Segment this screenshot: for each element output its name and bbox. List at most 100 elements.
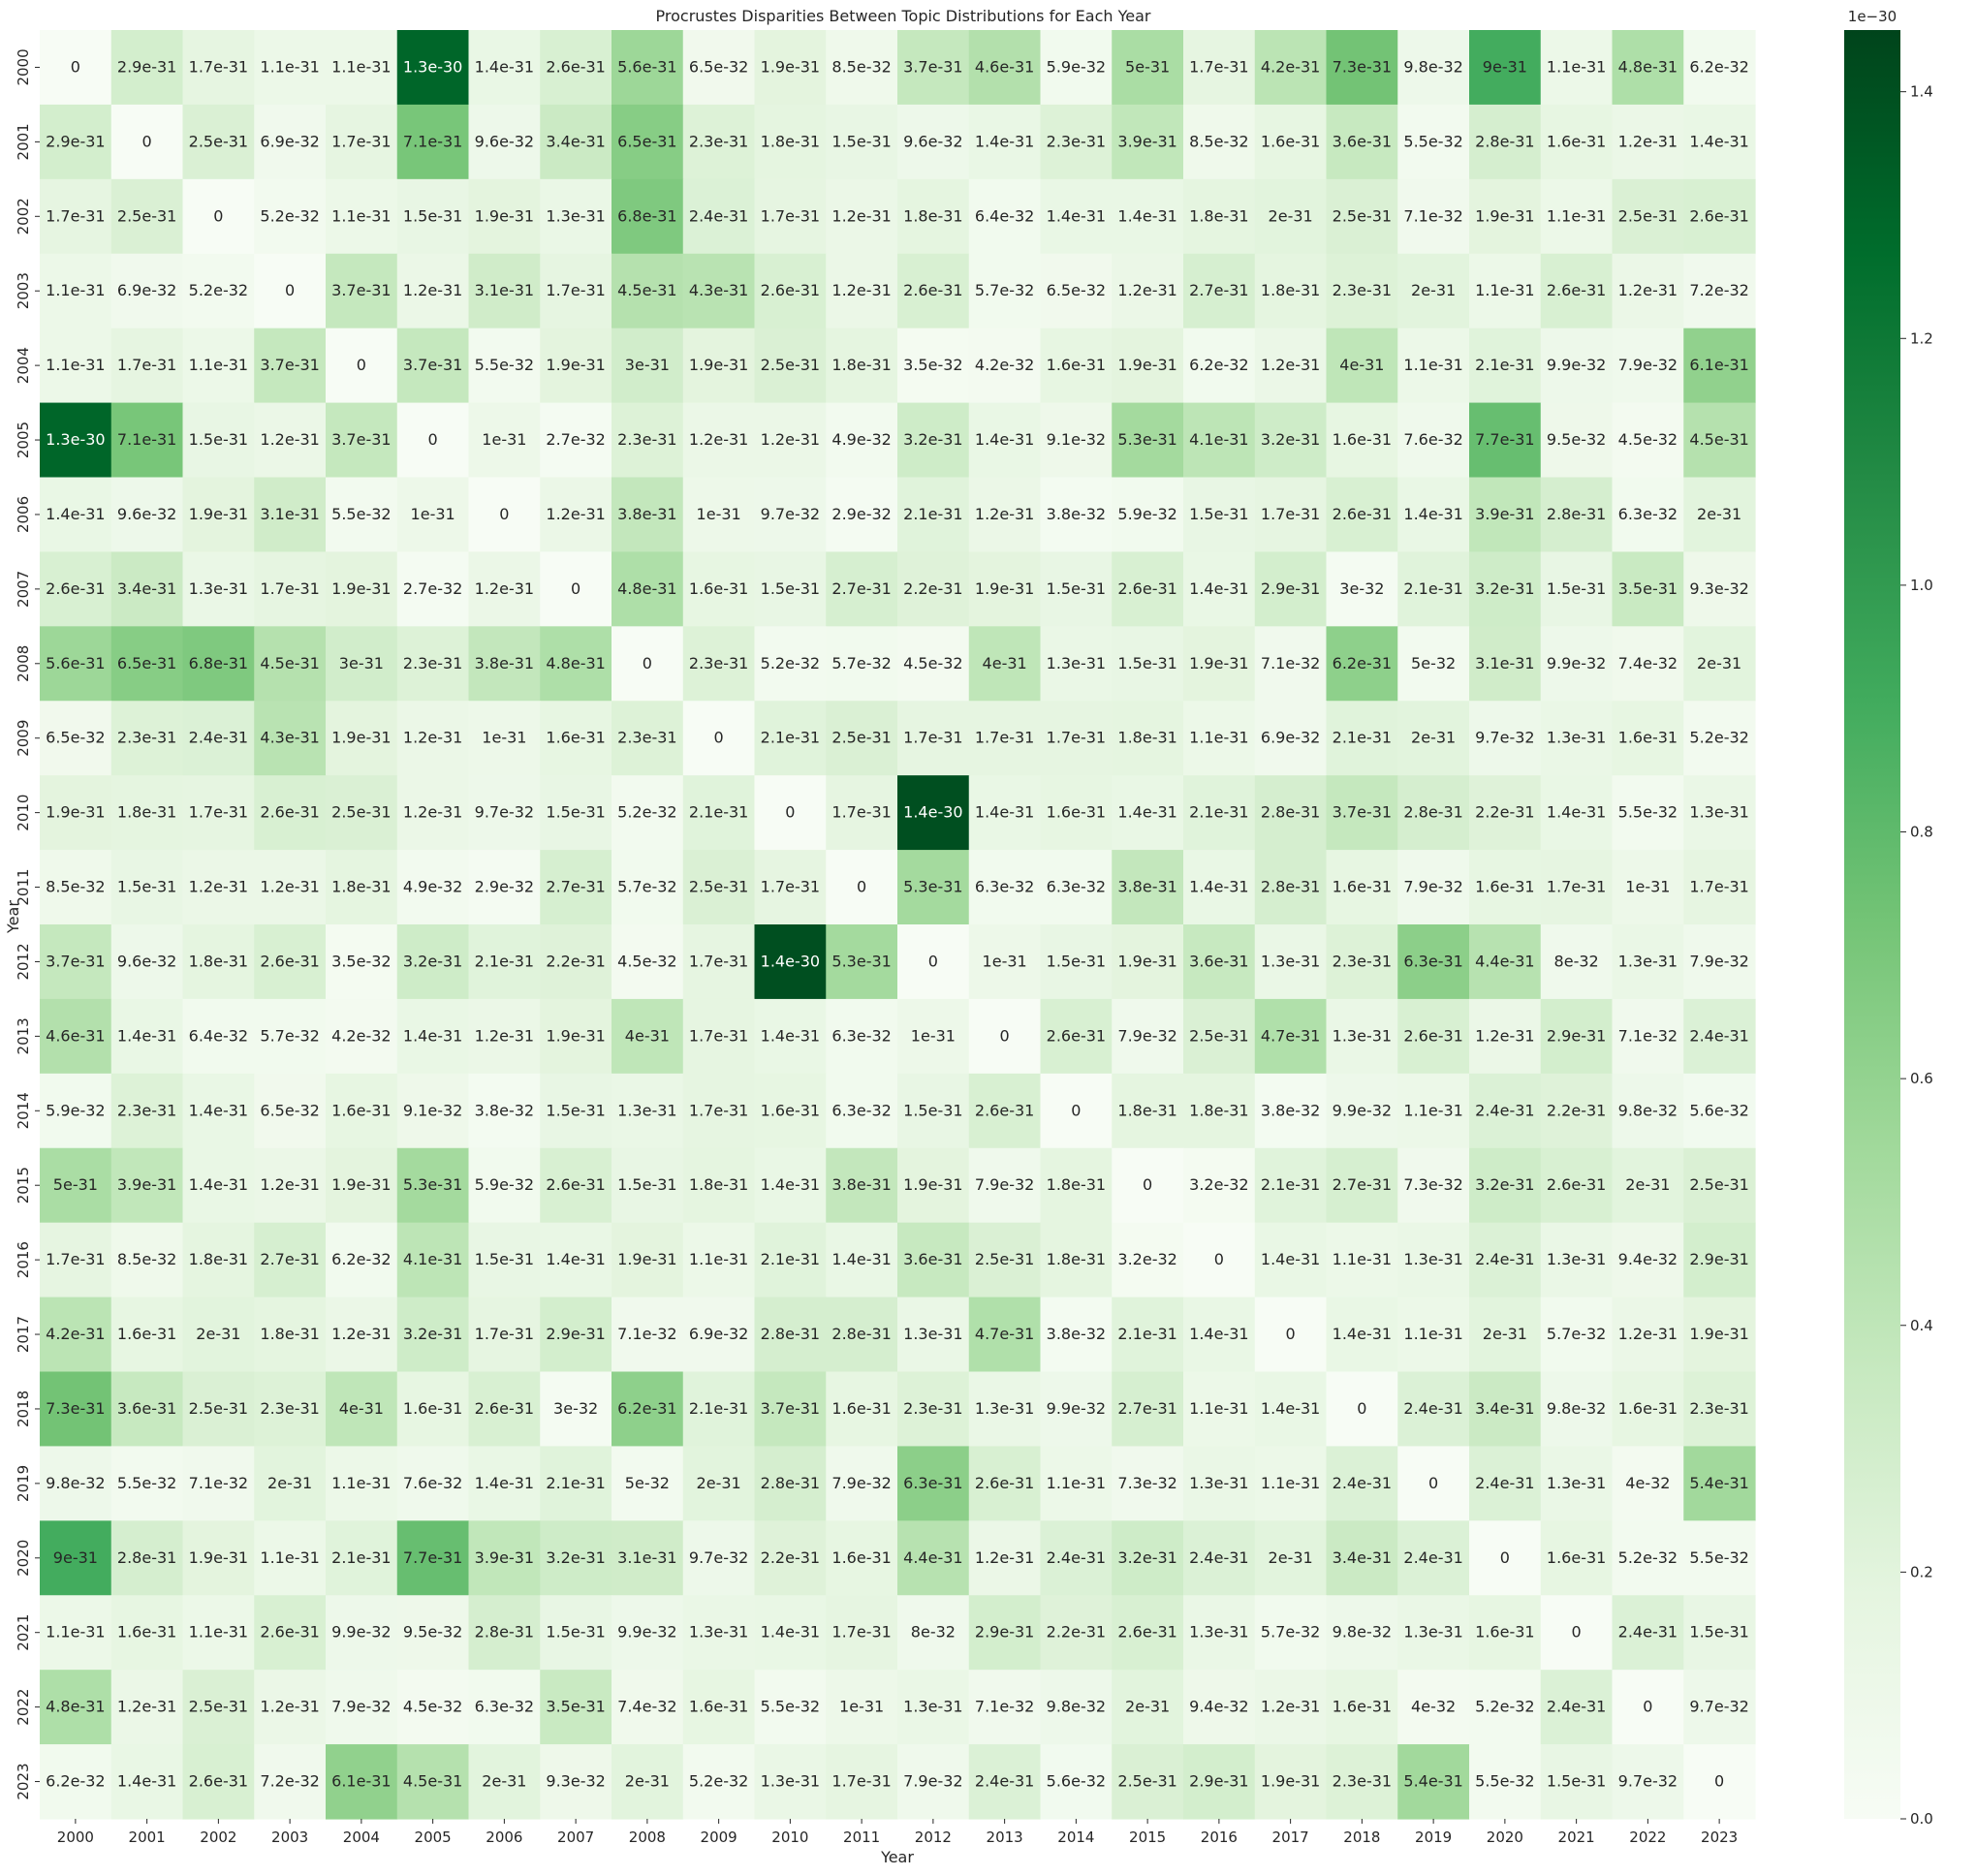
heatmap-cell-label: 7.1e-32 — [975, 1698, 1034, 1716]
heatmap-cell — [1469, 701, 1542, 776]
heatmap-cell-label: 2.3e-31 — [617, 729, 676, 747]
heatmap-cell — [182, 328, 255, 404]
heatmap-cell — [254, 1073, 327, 1149]
heatmap-cell — [1112, 402, 1184, 479]
heatmap-cell — [110, 998, 184, 1075]
heatmap-cell — [1254, 551, 1328, 627]
heatmap-cell-label: 2.2e-31 — [1047, 1623, 1106, 1642]
heatmap-cell-label: 2.8e-31 — [117, 1548, 176, 1567]
heatmap-cell — [110, 328, 184, 404]
heatmap-cell-label: 3.4e-31 — [546, 132, 605, 150]
heatmap-cell-label: 4e-31 — [625, 1026, 670, 1045]
heatmap-cell-label: 5e-32 — [1411, 654, 1456, 672]
heatmap-cell-label: 8.5e-32 — [117, 1250, 176, 1268]
heatmap-cell-label: 3.2e-31 — [403, 1325, 462, 1343]
heatmap-cell-label: 1.9e-31 — [617, 1250, 676, 1268]
heatmap-cell — [826, 328, 898, 404]
heatmap-cell-label: 1.6e-31 — [1333, 878, 1392, 896]
heatmap-cell — [110, 1147, 184, 1224]
heatmap-cell — [1612, 1147, 1684, 1224]
heatmap-cell — [326, 551, 398, 627]
heatmap-cell-label: 5.5e-32 — [117, 1474, 176, 1492]
heatmap-cell-label: 2.4e-31 — [1403, 1399, 1462, 1418]
heatmap-cell — [1254, 998, 1328, 1075]
heatmap-cell — [1254, 1446, 1328, 1521]
colorbar — [1844, 30, 1900, 1819]
heatmap-cell-label: 3.2e-32 — [1189, 1175, 1248, 1194]
heatmap-cell-label: 2.6e-31 — [1117, 1623, 1176, 1642]
heatmap-cell — [1254, 178, 1328, 255]
heatmap-cell-label: 2.2e-31 — [903, 579, 962, 598]
heatmap-cell — [897, 850, 970, 925]
heatmap-cell-label: 2.3e-31 — [1047, 132, 1106, 150]
heatmap-cell — [1326, 551, 1398, 627]
heatmap-cell — [897, 1520, 970, 1596]
heatmap-cell — [254, 1744, 327, 1820]
heatmap-cell — [1469, 30, 1542, 106]
heatmap-cell — [1112, 1222, 1184, 1298]
heatmap-cell — [540, 850, 612, 925]
heatmap-cell — [1112, 998, 1184, 1075]
heatmap-cell-label: 1.2e-31 — [1261, 356, 1320, 374]
heatmap-cell — [1040, 998, 1113, 1075]
heatmap-cell — [326, 104, 398, 180]
heatmap-cell-label: 1e-31 — [983, 952, 1027, 970]
heatmap-cell — [1397, 924, 1470, 1000]
heatmap-cell — [1397, 178, 1470, 255]
heatmap-cell — [396, 1371, 470, 1448]
heatmap-cell-label: 1.4e-31 — [975, 132, 1034, 150]
y-tick-label: 2009 — [15, 720, 32, 757]
heatmap-cell — [1612, 1446, 1684, 1521]
heatmap-cell — [396, 775, 470, 851]
heatmap-cell — [826, 253, 898, 329]
heatmap-cell — [1183, 328, 1256, 404]
heatmap-cell-label: 3.4e-31 — [1333, 1548, 1392, 1567]
heatmap-cell — [612, 924, 684, 1000]
heatmap-cell-label: 6.2e-31 — [1333, 654, 1392, 672]
heatmap-cell-label: 2e-31 — [697, 1474, 741, 1492]
heatmap-cell-label: 2.1e-31 — [1117, 1325, 1176, 1343]
heatmap-cell-label: 1.2e-31 — [475, 1026, 534, 1045]
heatmap-cell — [110, 1520, 184, 1596]
heatmap-cell — [754, 402, 827, 479]
heatmap-cell — [396, 30, 470, 106]
heatmap-cell-label: 9.8e-32 — [1333, 1623, 1392, 1642]
y-tick-label: 2014 — [15, 1092, 32, 1129]
heatmap-cell-label: 2.8e-31 — [1261, 803, 1320, 822]
heatmap-cell-label: 1.1e-31 — [260, 1548, 319, 1567]
heatmap-cell — [396, 850, 470, 925]
heatmap-cell — [468, 701, 541, 776]
heatmap-cell-label: 1.5e-31 — [403, 206, 462, 225]
heatmap-cell-label: 3.7e-31 — [331, 430, 391, 449]
heatmap-cell — [1683, 477, 1756, 553]
heatmap-cell — [1326, 1744, 1398, 1820]
heatmap-cell-label: 1.4e-31 — [1333, 1325, 1392, 1343]
heatmap-cell-label: 1.1e-31 — [1403, 1325, 1462, 1343]
heatmap-cell-label: 2.3e-31 — [1689, 1399, 1748, 1418]
heatmap-cell — [1683, 1744, 1756, 1820]
heatmap-cell-label: 1.4e-31 — [1117, 803, 1176, 822]
heatmap-cell — [182, 1073, 255, 1149]
heatmap-cell — [826, 1073, 898, 1149]
heatmap-cell-label: 3.4e-31 — [117, 579, 176, 598]
heatmap-cell — [1326, 104, 1398, 180]
heatmap-cell-label: 2.5e-31 — [1689, 1175, 1748, 1194]
heatmap-cell-label: 9.9e-32 — [617, 1623, 676, 1642]
heatmap-cell-label: 1.1e-31 — [331, 1474, 391, 1492]
heatmap-cell — [1397, 551, 1470, 627]
heatmap-cell-label: 5e-32 — [625, 1474, 670, 1492]
heatmap-cell-label: 1.7e-31 — [1689, 878, 1748, 896]
heatmap-cell — [182, 1595, 255, 1671]
heatmap-cell-label: 0 — [1643, 1698, 1652, 1716]
heatmap-cell — [754, 551, 827, 627]
heatmap-cell — [40, 1222, 112, 1298]
heatmap-cell-label: 2.6e-31 — [1047, 1026, 1106, 1045]
heatmap-cell — [897, 1147, 970, 1224]
heatmap-cell-label: 2.5e-31 — [1189, 1026, 1248, 1045]
heatmap-cell — [1469, 253, 1542, 329]
heatmap-cell — [254, 30, 327, 106]
heatmap-cell-label: 2.5e-31 — [975, 1250, 1034, 1268]
heatmap-cell — [612, 1222, 684, 1298]
heatmap-cell-label: 1.4e-31 — [975, 803, 1034, 822]
heatmap-cell-label: 3.5e-31 — [1618, 579, 1678, 598]
